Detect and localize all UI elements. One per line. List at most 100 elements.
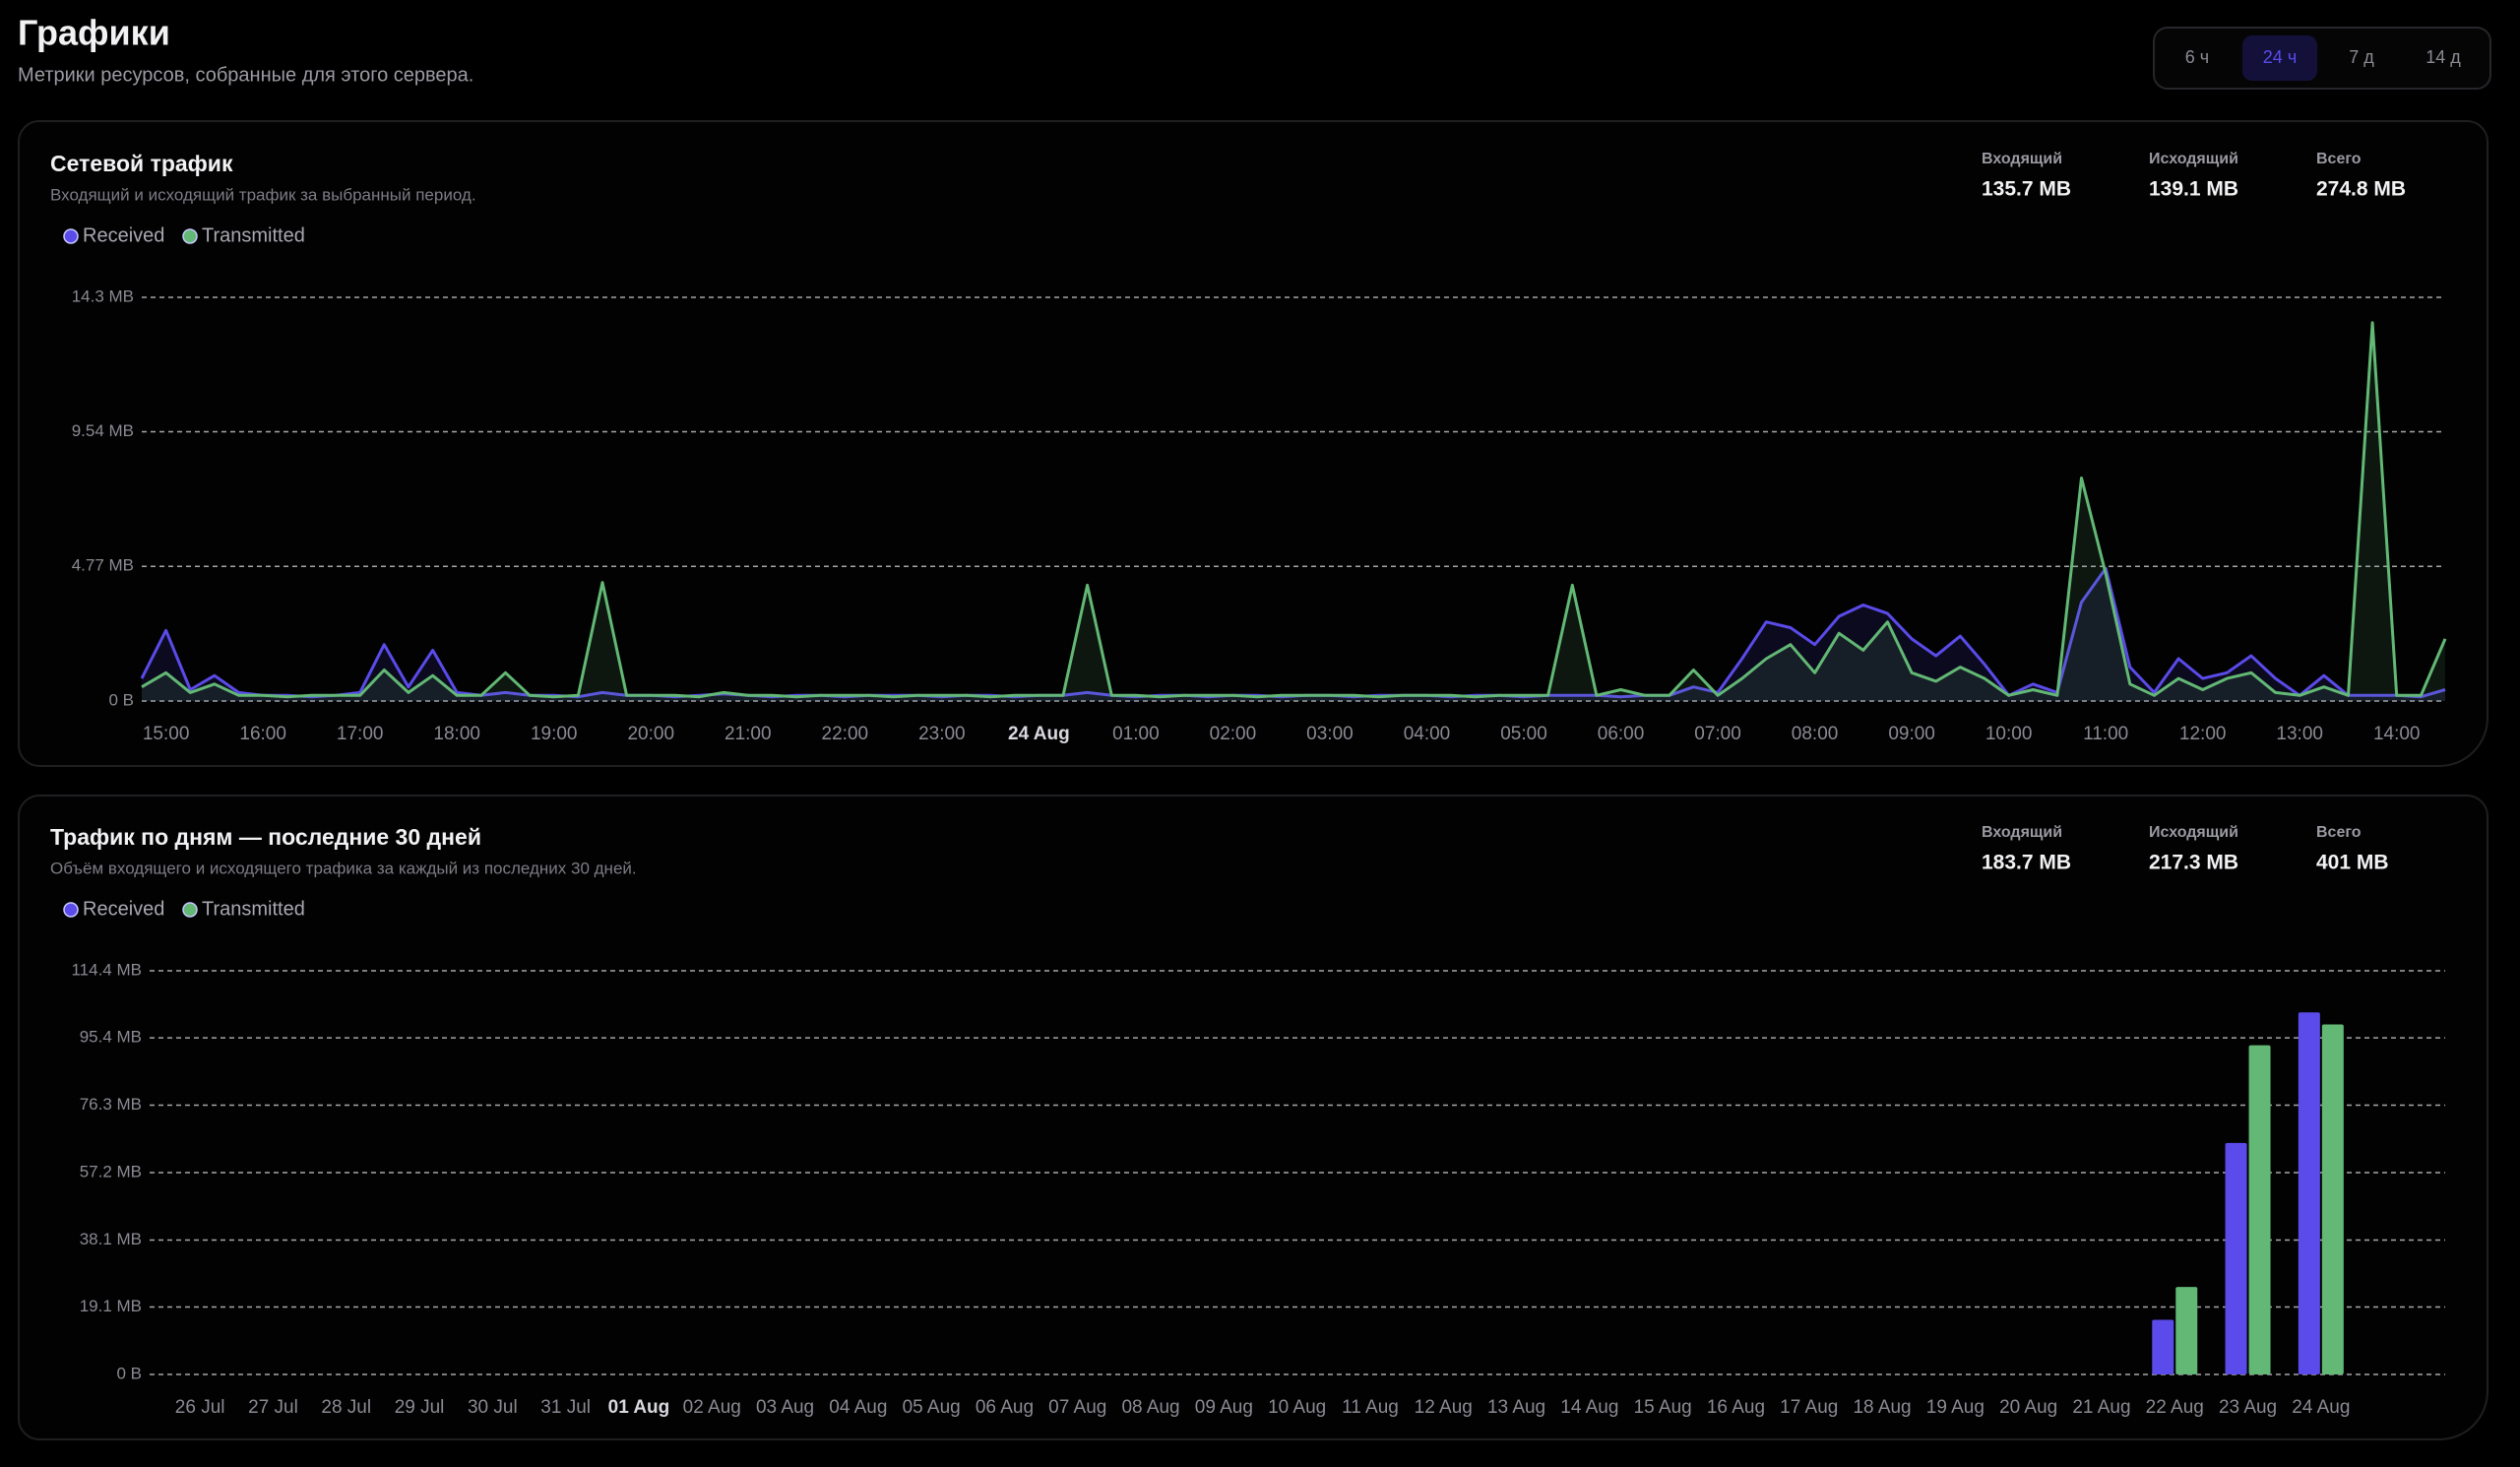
x-tick-label: 23:00 [918,724,966,744]
x-tick-label: 01 Aug [608,1397,670,1418]
y-tick-label: 38.1 MB [80,1230,142,1248]
range-button[interactable]: 14 д [2426,47,2461,67]
x-tick-label: 20:00 [627,724,674,744]
x-tick-label: 10:00 [1985,724,2033,744]
x-tick-label: 19:00 [531,724,578,744]
x-tick-label: 10 Aug [1268,1397,1326,1418]
x-tick-label: 05:00 [1500,724,1547,744]
x-tick-label: 22:00 [822,724,869,744]
x-tick-label: 28 Jul [321,1397,371,1418]
legend-swatch[interactable] [182,902,198,918]
card-title: Сетевой трафик [50,151,233,176]
bar [2225,1142,2247,1374]
x-tick-label: 24 Aug [1008,724,1070,744]
x-tick-label: 18 Aug [1853,1397,1911,1418]
card-subtitle: Объём входящего и исходящего трафика за … [50,859,637,877]
x-tick-label: 14:00 [2373,724,2421,744]
bar [2248,1045,2271,1374]
daily-card [18,795,2488,1440]
x-tick-label: 08:00 [1792,724,1839,744]
x-tick-label: 15 Aug [1634,1397,1692,1418]
x-tick-label: 31 Jul [540,1397,591,1418]
x-tick-label: 02:00 [1210,724,1257,744]
x-tick-label: 03 Aug [756,1397,814,1418]
bar [2298,1012,2320,1374]
range-button[interactable]: 7 д [2349,47,2374,67]
y-tick-label: 4.77 MB [72,556,134,575]
stat-label: Исходящий [2149,151,2238,167]
stat-label: Исходящий [2149,824,2238,841]
x-tick-label: 22 Aug [2146,1397,2204,1418]
x-tick-label: 06:00 [1598,724,1645,744]
x-tick-label: 29 Jul [395,1397,445,1418]
stat-value: 217.3 MB [2149,852,2238,874]
x-tick-label: 26 Jul [175,1397,225,1418]
x-tick-label: 13 Aug [1487,1397,1545,1418]
y-tick-label: 0 B [116,1364,142,1382]
bar [2152,1319,2174,1374]
legend-label[interactable]: Transmitted [202,898,305,920]
stat-label: Всего [2316,824,2362,841]
network-card [18,120,2488,767]
x-tick-label: 08 Aug [1121,1397,1179,1418]
page-subtitle: Метрики ресурсов, собранные для этого се… [18,64,473,86]
area-fill [142,322,2445,701]
x-tick-label: 20 Aug [1999,1397,2057,1418]
x-tick-label: 19 Aug [1926,1397,1984,1418]
range-button[interactable]: 24 ч [2263,47,2297,67]
x-tick-label: 14 Aug [1560,1397,1618,1418]
y-tick-label: 19.1 MB [80,1297,142,1315]
legend-label[interactable]: Received [83,224,164,246]
stat-value: 274.8 MB [2316,178,2406,201]
bar [2321,1024,2344,1374]
x-tick-label: 17 Aug [1780,1397,1838,1418]
x-tick-label: 12:00 [2179,724,2227,744]
legend-swatch[interactable] [63,902,79,918]
x-tick-label: 15:00 [143,724,190,744]
range-active-bg [2242,35,2317,81]
range-button[interactable]: 6 ч [2185,47,2209,67]
y-tick-label: 76.3 MB [80,1095,142,1114]
x-tick-label: 18:00 [433,724,480,744]
x-tick-label: 16:00 [239,724,286,744]
x-tick-label: 02 Aug [683,1397,741,1418]
bar [2175,1287,2198,1374]
series-line [141,321,2447,699]
x-tick-label: 24 Aug [2292,1397,2350,1418]
x-tick-label: 07 Aug [1048,1397,1106,1418]
x-tick-label: 05 Aug [903,1397,961,1418]
card-title: Трафик по дням — последние 30 дней [50,824,481,850]
x-tick-label: 23 Aug [2219,1397,2277,1418]
stat-label: Всего [2316,151,2362,167]
x-tick-label: 13:00 [2276,724,2323,744]
legend-swatch[interactable] [182,228,198,244]
x-tick-label: 11 Aug [1342,1397,1399,1418]
legend-swatch[interactable] [63,228,79,244]
y-tick-label: 9.54 MB [72,421,134,440]
x-tick-label: 03:00 [1306,724,1354,744]
x-tick-label: 09:00 [1888,724,1935,744]
y-tick-label: 95.4 MB [80,1028,142,1047]
stat-value: 139.1 MB [2149,178,2238,201]
card-subtitle: Входящий и исходящий трафик за выбранный… [50,185,476,204]
x-tick-label: 17:00 [337,724,384,744]
x-tick-label: 21:00 [724,724,772,744]
legend-label[interactable]: Received [83,898,164,920]
range-toggle [2153,27,2491,90]
y-tick-label: 57.2 MB [80,1162,142,1180]
x-tick-label: 16 Aug [1707,1397,1765,1418]
stat-value: 401 MB [2316,852,2389,874]
x-tick-label: 06 Aug [976,1397,1034,1418]
stat-label: Входящий [1982,824,2062,841]
legend-label[interactable]: Transmitted [202,224,305,246]
y-tick-label: 0 B [108,690,134,709]
x-tick-label: 21 Aug [2072,1397,2130,1418]
x-tick-label: 04 Aug [829,1397,887,1418]
x-tick-label: 30 Jul [468,1397,518,1418]
x-tick-label: 27 Jul [248,1397,298,1418]
x-tick-label: 12 Aug [1415,1397,1473,1418]
x-tick-label: 07:00 [1694,724,1741,744]
y-tick-label: 114.4 MB [71,960,142,979]
x-tick-label: 09 Aug [1195,1397,1253,1418]
